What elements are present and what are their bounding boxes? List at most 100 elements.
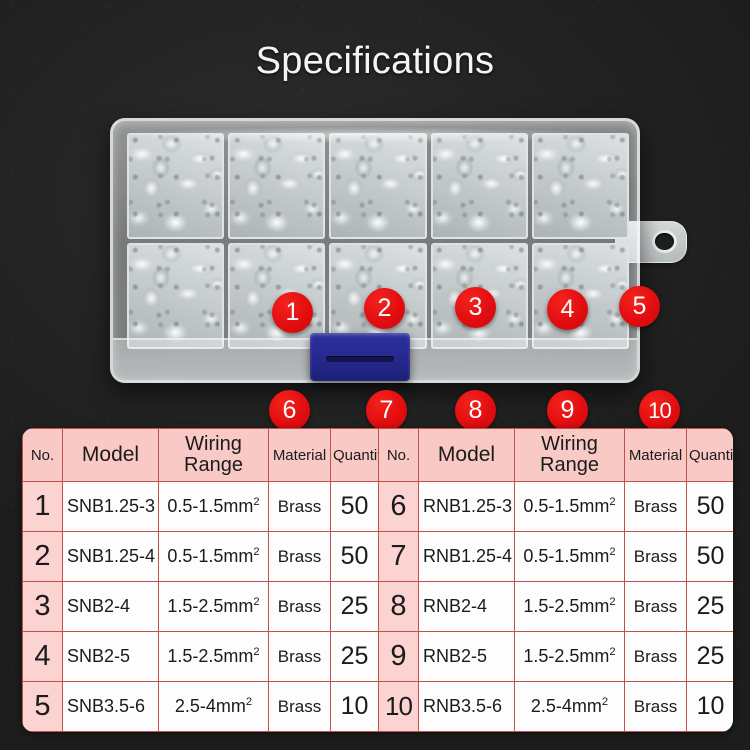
unit-superscript: 2 <box>609 496 616 508</box>
cell-quantity-right: 25 <box>686 631 733 682</box>
cell-no-right: 8 <box>378 581 419 632</box>
compartment-1 <box>127 133 225 239</box>
cell-no-right: 9 <box>378 631 419 682</box>
compartment-6 <box>127 243 225 349</box>
table-row: 1 SNB1.25-3 0.5-1.5mm2 Brass 50 6 RNB1.25-3 0.5… <box>22 481 733 532</box>
cell-quantity-left: 10 <box>330 681 379 732</box>
header-range-line2: Range <box>184 454 243 476</box>
cell-no-left: 4 <box>22 631 63 682</box>
header-range-line1: Wiring <box>185 433 242 455</box>
cell-wiring-range-left: 0.5-1.5mm2 <box>158 531 269 582</box>
cell-wiring-range-left: 0.5-1.5mm2 <box>158 481 269 532</box>
compartment-4 <box>430 133 528 239</box>
compartment-badge-1: 1 <box>272 292 313 333</box>
header-model-left: Model <box>62 428 159 482</box>
terminal-heap <box>129 245 223 347</box>
compartment-badge-4: 4 <box>547 289 588 330</box>
product-photo: 1 2 3 4 5 6 7 8 9 10 <box>110 118 687 431</box>
cell-model-left: SNB3.5-6 <box>62 681 159 732</box>
compartment-3 <box>329 133 427 239</box>
cell-wiring-range-left: 1.5-2.5mm2 <box>158 631 269 682</box>
cell-quantity-right: 25 <box>686 581 733 632</box>
table-body: 1 SNB1.25-3 0.5-1.5mm2 Brass 50 6 RNB1.25-3 0.5… <box>22 481 733 732</box>
header-row: No. Model Wiring Range Material Quantity… <box>22 428 733 482</box>
cell-no-left: 5 <box>22 681 63 732</box>
header-model-right: Model <box>418 428 515 482</box>
cell-wiring-range-right: 1.5-2.5mm2 <box>514 581 625 632</box>
terminal-heap <box>230 135 324 237</box>
terminal-heap <box>331 135 425 237</box>
table-row: 3 SNB2-4 1.5-2.5mm2 Brass 25 8 RNB2-4 1.5-2.5mm… <box>22 581 733 632</box>
clasp-groove <box>326 356 394 362</box>
compartment-badge-8: 8 <box>455 390 496 431</box>
header-range-line2: Range <box>540 454 599 476</box>
table-row: 4 SNB2-5 1.5-2.5mm2 Brass 25 9 RNB2-5 1.5-2.5mm… <box>22 631 733 682</box>
cell-quantity-right: 50 <box>686 531 733 582</box>
unit-superscript: 2 <box>609 546 616 558</box>
cell-model-right: RNB1.25-4 <box>418 531 515 582</box>
compartment-badge-3: 3 <box>455 287 496 328</box>
header-material-left: Material <box>268 428 331 482</box>
cell-model-left: SNB2-4 <box>62 581 159 632</box>
header-wiring-range-right: Wiring Range <box>514 428 625 482</box>
terminal-heap <box>432 135 526 237</box>
table-row: 2 SNB1.25-4 0.5-1.5mm2 Brass 50 7 RNB1.25-4 0.5… <box>22 531 733 582</box>
cell-material-left: Brass <box>268 631 331 682</box>
header-quantity-left: Quantity <box>330 428 379 482</box>
compartment-2 <box>228 133 326 239</box>
cell-model-right: RNB3.5-6 <box>418 681 515 732</box>
cell-material-left: Brass <box>268 481 331 532</box>
header-wiring-range-left: Wiring Range <box>158 428 269 482</box>
cell-material-left: Brass <box>268 681 331 732</box>
unit-superscript: 2 <box>253 596 260 608</box>
compartment-badge-5: 5 <box>619 286 660 327</box>
cell-model-left: SNB2-5 <box>62 631 159 682</box>
cell-wiring-range-left: 1.5-2.5mm2 <box>158 581 269 632</box>
cell-no-right: 6 <box>378 481 419 532</box>
cell-wiring-range-right: 0.5-1.5mm2 <box>514 531 625 582</box>
unit-superscript: 2 <box>609 646 616 658</box>
compartment-9 <box>430 243 528 349</box>
cell-material-right: Brass <box>624 481 687 532</box>
cell-quantity-left: 50 <box>330 531 379 582</box>
page-title: Specifications <box>255 40 495 82</box>
latch-hole-icon <box>655 233 674 250</box>
cell-no-left: 3 <box>22 581 63 632</box>
compartment-badge-9: 9 <box>547 390 588 431</box>
cell-wiring-range-left: 2.5-4mm2 <box>158 681 269 732</box>
header-no-left: No. <box>22 428 63 482</box>
cell-quantity-left: 25 <box>330 581 379 632</box>
cell-material-right: Brass <box>624 531 687 582</box>
specifications-table: No. Model Wiring Range Material Quantity… <box>22 428 733 732</box>
table-row: 5 SNB3.5-6 2.5-4mm2 Brass 10 10 RNB3.5-6 2.5-4m… <box>22 681 733 732</box>
terminal-heap <box>533 135 627 237</box>
unit-superscript: 2 <box>601 696 609 708</box>
unit-superscript: 2 <box>253 496 260 508</box>
box-clasp <box>310 333 410 381</box>
unit-superscript: 2 <box>253 546 260 558</box>
cell-model-right: RNB2-4 <box>418 581 515 632</box>
compartment-badge-7: 7 <box>366 390 407 431</box>
cell-material-right: Brass <box>624 631 687 682</box>
header-quantity-right: Quantity <box>686 428 733 482</box>
cell-no-right: 7 <box>378 531 419 582</box>
unit-superscript: 2 <box>609 596 616 608</box>
cell-material-right: Brass <box>624 681 687 732</box>
compartment-badge-2: 2 <box>364 288 405 329</box>
cell-no-left: 2 <box>22 531 63 582</box>
cell-wiring-range-right: 0.5-1.5mm2 <box>514 481 625 532</box>
cell-model-left: SNB1.25-4 <box>62 531 159 582</box>
cell-quantity-left: 25 <box>330 631 379 682</box>
cell-material-left: Brass <box>268 581 331 632</box>
compartment-badge-10: 10 <box>639 390 680 431</box>
cell-model-right: RNB1.25-3 <box>418 481 515 532</box>
spec-table-element: No. Model Wiring Range Material Quantity… <box>22 428 733 732</box>
cell-no-right: 10 <box>378 681 419 732</box>
compartment-5 <box>531 133 629 239</box>
cell-quantity-right: 50 <box>686 481 733 532</box>
unit-superscript: 2 <box>245 696 253 708</box>
header-material-right: Material <box>624 428 687 482</box>
terminal-heap <box>129 135 223 237</box>
header-no-right: No. <box>378 428 419 482</box>
